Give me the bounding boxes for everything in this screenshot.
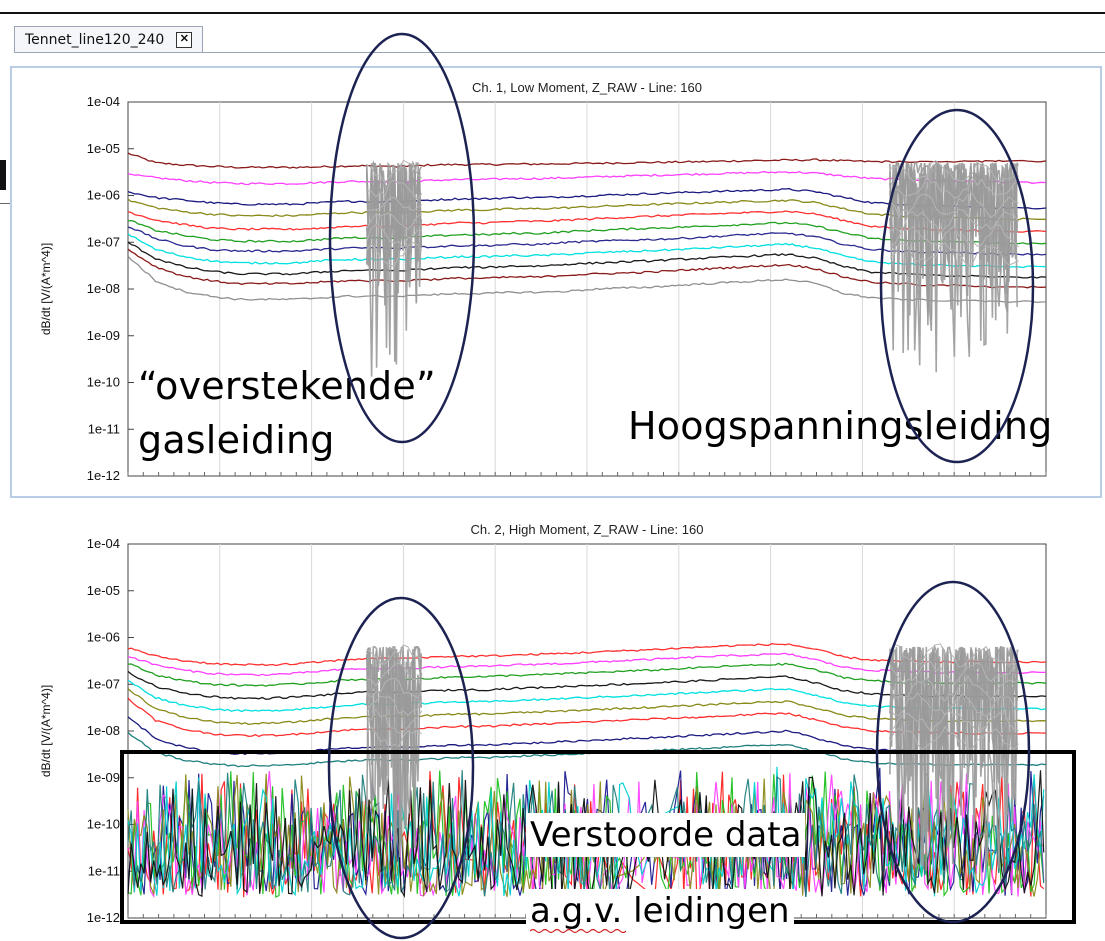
disturbed-trace — [365, 646, 422, 850]
y-tick-label: 1e-05 — [87, 141, 120, 156]
disturbed-trace-upper — [366, 179, 423, 201]
disturbed-trace-upper — [889, 208, 1019, 235]
y-tick-label: 1e-10 — [87, 817, 120, 832]
series-line — [127, 219, 1047, 245]
close-icon[interactable]: ✕ — [176, 32, 193, 48]
y-axis-label: dB/dt [V/(A*m^4)] — [39, 243, 53, 335]
cursor-fragment — [0, 160, 6, 190]
noise-series — [127, 770, 1045, 899]
chart-ch1-low-moment: Ch. 1, Low Moment, Z_RAW - Line: 160 1e-0… — [39, 80, 1047, 483]
document-tab[interactable]: Tennet_line120_240 ✕ — [14, 26, 204, 53]
disturbed-trace-upper — [889, 659, 1019, 686]
series-line — [127, 152, 1047, 169]
disturbed-trace-upper — [889, 224, 1019, 248]
gas-line-ellipse-top — [328, 32, 476, 444]
series-line — [127, 233, 1047, 269]
series-line — [127, 731, 1047, 768]
chart-title: Ch. 1, Low Moment, Z_RAW - Line: 160 — [472, 80, 702, 95]
series-line — [127, 187, 1047, 210]
y-tick-label: 1e-11 — [88, 421, 120, 436]
disturbed-trace-upper — [366, 159, 423, 184]
series-line — [127, 171, 1047, 186]
series-line — [127, 670, 1047, 700]
disturbed-trace-upper — [366, 224, 422, 250]
y-tick-label: 1e-08 — [87, 723, 120, 738]
disturbed-trace-upper — [889, 710, 1019, 733]
window-edge-mark — [0, 203, 10, 204]
disturbed-trace-upper — [366, 707, 423, 734]
series-line — [127, 210, 1047, 233]
y-tick-label: 1e-12 — [87, 910, 120, 925]
disturbed-trace-upper — [366, 644, 423, 665]
gas-line-ellipse-bottom — [327, 596, 475, 940]
series-line — [127, 198, 1046, 221]
series-line — [127, 679, 1047, 713]
series-line — [127, 643, 1047, 667]
disturbed-trace-upper — [366, 212, 423, 230]
series-line — [127, 248, 1047, 289]
disturbed-trace — [889, 162, 1018, 357]
y-tick-label: 1e-09 — [87, 328, 120, 343]
gas-line-annotation-1: “overstekende” — [138, 364, 436, 408]
chart-title: Ch. 2, High Moment, Z_RAW - Line: 160 — [471, 522, 704, 537]
power-line-ellipse-top — [879, 108, 1035, 464]
gas-line-annotation-2: gasleiding — [138, 418, 335, 462]
y-tick-label: 1e-04 — [87, 94, 120, 109]
series-line — [127, 255, 1047, 304]
y-tick-label: 1e-06 — [87, 630, 120, 645]
disturbed-trace-upper — [889, 242, 1019, 267]
disturbed-trace-upper — [366, 662, 423, 687]
y-tick-label: 1e-10 — [87, 375, 120, 390]
disturbed-trace-upper — [366, 695, 423, 717]
disturbed-trace-upper — [889, 193, 1019, 219]
tab-label: Tennet_line120_240 — [25, 32, 165, 48]
disturbed-trace — [889, 646, 1018, 835]
disturbed-trace-upper — [889, 675, 1019, 702]
disturbed-trace — [365, 160, 422, 306]
series-line — [127, 697, 1047, 738]
y-tick-label: 1e-07 — [87, 676, 120, 691]
series-line — [127, 662, 1047, 687]
disturbed-trace-upper — [366, 241, 423, 268]
disturbed-trace-upper — [366, 726, 423, 749]
y-tick-label: 1e-11 — [88, 863, 120, 878]
tab-underline — [14, 52, 1105, 53]
disturbed-trace-upper — [889, 160, 1019, 183]
disturbed-data-label-1: Verstoorde data — [526, 813, 806, 857]
y-tick-label: 1e-06 — [87, 188, 120, 203]
disturbed-trace-upper — [366, 677, 423, 699]
series-line — [127, 688, 1047, 725]
disturbed-trace-upper — [366, 196, 423, 212]
y-tick-label: 1e-05 — [87, 583, 120, 598]
disturbed-trace-upper — [889, 692, 1019, 718]
y-tick-label: 1e-12 — [87, 468, 120, 483]
series-line — [127, 652, 1047, 677]
spellcheck-underline — [530, 928, 626, 934]
y-tick-label: 1e-04 — [87, 536, 120, 551]
series-line — [127, 226, 1047, 256]
series-line — [127, 241, 1047, 279]
disturbed-trace-upper — [889, 725, 1019, 751]
disturbed-data-label-2: a.g.v. leidingen — [526, 889, 794, 933]
y-tick-label: 1e-07 — [87, 234, 120, 249]
disturbed-trace-upper — [889, 643, 1019, 668]
y-axis-label: dB/dt [V/(A*m^4)] — [39, 685, 53, 777]
power-line-annotation: Hoogspanningsleiding — [628, 404, 1053, 448]
disturbed-trace-upper — [889, 175, 1019, 199]
y-tick-label: 1e-09 — [87, 770, 120, 785]
y-tick-label: 1e-08 — [87, 281, 120, 296]
power-line-ellipse-bottom — [875, 580, 1031, 924]
window-top-border — [0, 12, 1105, 14]
